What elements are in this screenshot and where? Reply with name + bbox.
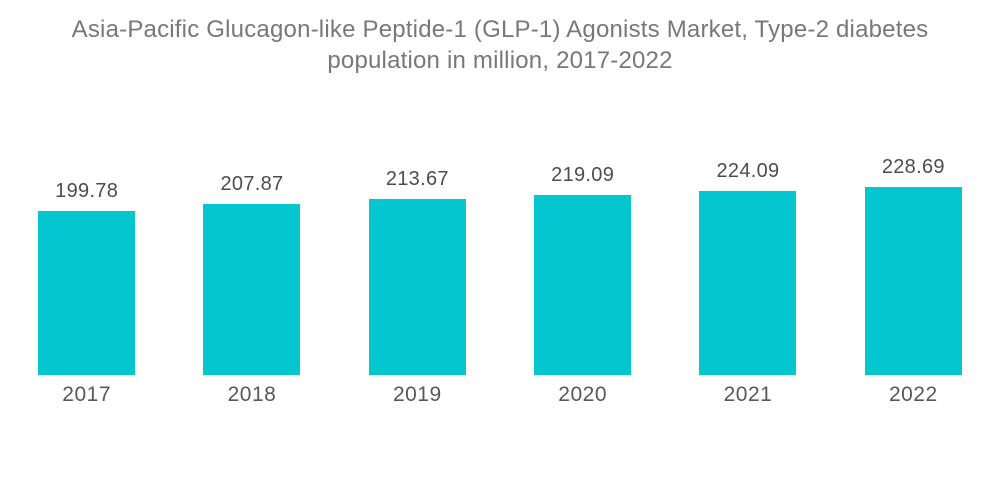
x-axis-label-2018: 2018 xyxy=(227,383,277,406)
bar-group-2021: 224.09 xyxy=(665,150,830,375)
bar-2019 xyxy=(368,199,466,375)
x-axis-label-2020: 2020 xyxy=(558,383,607,406)
bar-group-2019: 213.67 xyxy=(335,150,500,375)
bar-2017 xyxy=(38,210,136,375)
chart-title: Asia-Pacific Glucagon-like Peptide-1 (GL… xyxy=(0,14,1000,76)
bar-value-label: 219.09 xyxy=(551,163,615,186)
bar-value-label: 199.78 xyxy=(55,179,119,202)
bar-group-2020: 219.09 xyxy=(500,150,665,375)
x-axis-label-2019: 2019 xyxy=(392,383,442,406)
bar-2021 xyxy=(699,190,797,375)
x-axis-labels: 2017 2018 2019 2020 2021 2022 xyxy=(4,383,996,407)
x-axis-label-2017: 2017 xyxy=(62,383,112,406)
bar-group-2022: 228.69 xyxy=(831,150,996,375)
bar-2020 xyxy=(534,194,632,375)
chart-title-text: Asia-Pacific Glucagon-like Peptide-1 (GL… xyxy=(71,16,929,74)
bar-2022 xyxy=(864,187,962,375)
bar-value-label: 213.67 xyxy=(385,168,449,191)
bar-value-label: 224.09 xyxy=(716,159,780,182)
bar-value-label: 228.69 xyxy=(881,156,945,178)
x-axis-label-2021: 2021 xyxy=(723,383,773,406)
bar-2018 xyxy=(203,204,301,375)
bar-value-label: 207.87 xyxy=(220,173,284,196)
plot-area: 199.78 207.87 213.67 219.09 224.09 228.6… xyxy=(4,150,996,375)
bar-group-2018: 207.87 xyxy=(169,150,334,375)
x-axis-label-2022: 2022 xyxy=(888,383,938,406)
bar-group-2017: 199.78 xyxy=(4,150,169,375)
